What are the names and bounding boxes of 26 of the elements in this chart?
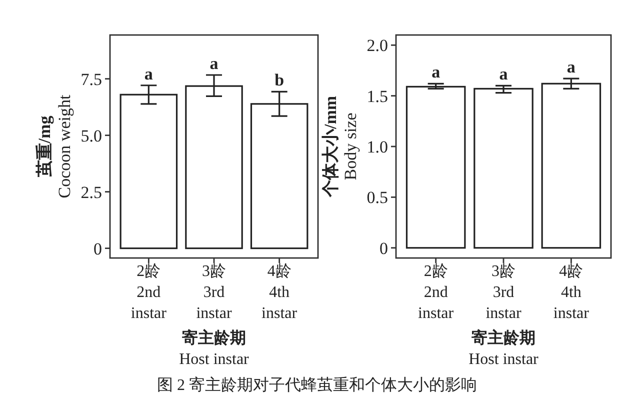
y-tick-label: 2.5 [80,182,102,202]
x-tick-label: 4龄 4th instar [262,263,298,322]
annotation: a [566,58,576,77]
y-tick-label: 1.0 [366,138,388,156]
y-tick-label: 1.5 [366,86,388,106]
x-tick-label: 3龄 3rd instar [196,263,232,322]
y-tick-label: 7.5 [80,70,102,89]
x-tick-label: 2龄 2nd instar [130,263,168,322]
x-axis-title: 寄主龄期 Host instar [468,328,540,368]
y-tick-label: 2.0 [366,36,388,56]
y-axis-title: 个体大小/mm Body size [321,96,360,198]
y-tick-label: 5.0 [80,126,102,146]
annotation: b [274,70,284,90]
x-tick-label: 2龄 2nd instar [418,263,454,322]
y-tick-label: 0 [94,239,102,258]
x-tick-label: 4龄 4th instar [553,263,590,322]
y-axis-title: 茧重/mg Cocoon weight [35,94,74,198]
annotation: a [144,64,154,84]
caption: 图 2 寄主龄期对子代蜂茧重和个体大小的影响 [157,376,477,394]
annotation: a [432,62,441,82]
annotation: a [210,54,219,73]
y-tick-label: 0 [380,238,388,258]
x-tick-label: 3龄 3rd instar [486,263,522,322]
x-axis-title: 寄主龄期 Host instar [179,328,250,368]
y-tick-label: 0.5 [366,188,388,208]
annotation: a [499,64,508,84]
